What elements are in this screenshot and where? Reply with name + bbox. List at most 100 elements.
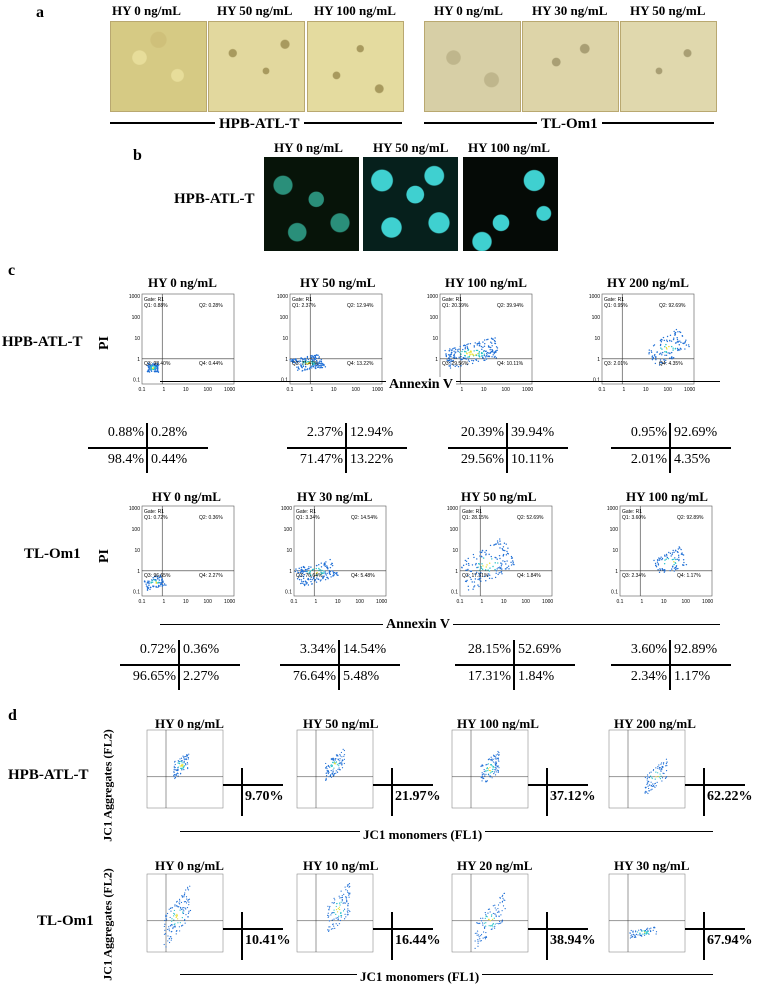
event-dot [316, 571, 318, 574]
x-tick-label: 1 [461, 387, 464, 393]
event-dot [320, 573, 322, 576]
event-dot [485, 352, 488, 355]
event-dot [460, 355, 462, 358]
event-dot [182, 911, 184, 913]
panel-a-tlom-title-1: HY 30 ng/mL [532, 3, 608, 18]
event-dot [182, 765, 184, 767]
event-dot [347, 891, 349, 894]
jc1-monomer-percent: 10.41% [245, 933, 291, 948]
event-dot [336, 572, 338, 574]
x-tick-label: 1000 [372, 387, 383, 393]
event-dot [165, 919, 168, 921]
event-dot [474, 940, 476, 942]
event-dot [650, 927, 652, 929]
event-dot [659, 557, 661, 560]
jc1-plot-svg [451, 873, 529, 953]
event-dot [487, 346, 490, 348]
event-dot [658, 353, 661, 355]
event-dot [647, 927, 649, 929]
jc1-ratio-summary: 37.12% [528, 768, 596, 816]
event-dot [655, 358, 657, 361]
event-dot [178, 760, 180, 762]
event-dot [652, 769, 654, 772]
event-dot [153, 579, 156, 581]
plot-q4-text: Q4: 5.48% [351, 573, 375, 579]
event-dot [164, 933, 167, 935]
quadrant-summary-hline [611, 447, 731, 449]
panel-c-row1-title-3: HY 200 ng/mL [607, 275, 689, 290]
event-dot [188, 901, 190, 903]
event-dot [473, 585, 476, 587]
event-dot [320, 566, 323, 568]
event-dot [175, 901, 178, 903]
event-dot [330, 770, 332, 772]
event-dot [478, 563, 480, 565]
event-dot [473, 345, 475, 347]
panel-a-hpb-label: HPB-ATL-T [215, 116, 304, 133]
event-dot [453, 350, 455, 352]
event-dot [340, 897, 342, 899]
jc1-summary-vline [703, 912, 705, 960]
event-dot [309, 571, 311, 573]
event-dot [491, 760, 493, 762]
event-dot [472, 588, 474, 590]
event-dot [448, 365, 450, 367]
event-dot [310, 574, 312, 577]
event-dot [651, 788, 653, 790]
event-dot [449, 348, 451, 350]
event-dot [640, 929, 642, 931]
event-dot [311, 569, 314, 571]
event-dot [499, 902, 501, 904]
event-dot [332, 757, 334, 760]
event-dot [483, 350, 485, 352]
event-dot [154, 369, 156, 371]
event-dot [148, 584, 150, 587]
event-dot [179, 922, 181, 924]
plot-gate-text: Gate: R1 [292, 297, 312, 303]
y-tick-label: 10 [432, 336, 438, 342]
event-dot [679, 349, 681, 351]
event-dot [349, 892, 351, 894]
quadrant-value-q4: 2.27% [183, 669, 220, 684]
event-dot [659, 773, 661, 775]
event-dot [675, 342, 677, 344]
quadrant-summary-hline [611, 664, 731, 666]
event-dot [336, 764, 338, 766]
event-dot [310, 360, 313, 363]
event-dot [342, 748, 344, 750]
quadrant-value-q4: 10.11% [511, 452, 554, 467]
event-dot [669, 357, 671, 359]
event-dot [498, 753, 500, 756]
event-dot [678, 331, 681, 333]
event-dot [296, 360, 298, 363]
plot-frame [451, 873, 529, 953]
event-dot [504, 560, 506, 563]
event-dot [177, 766, 179, 768]
event-dot [335, 761, 338, 763]
event-dot [493, 771, 496, 773]
event-dot [633, 936, 636, 938]
event-dot [643, 934, 646, 936]
plot-gate-text: Gate: R1 [604, 297, 624, 303]
event-dot [306, 357, 309, 359]
event-dot [655, 785, 657, 787]
event-dot [494, 758, 496, 760]
jc1-plot-svg [608, 873, 686, 953]
event-dot [470, 353, 472, 355]
event-dot [506, 560, 508, 562]
event-dot [489, 766, 491, 769]
event-dot [471, 359, 473, 362]
micrograph-hpb-2 [307, 21, 404, 112]
event-dot [483, 927, 486, 929]
event-dot [156, 370, 158, 372]
event-dot [497, 907, 499, 910]
jc1-plot [597, 728, 687, 818]
event-dot [482, 917, 484, 919]
jc1-plot-svg [296, 729, 374, 809]
event-dot [651, 776, 653, 778]
event-dot [330, 765, 332, 768]
quadrant-value-q3: 71.47% [299, 452, 343, 467]
event-dot [665, 553, 668, 556]
panel-b-title-0: HY 0 ng/mL [274, 140, 343, 155]
